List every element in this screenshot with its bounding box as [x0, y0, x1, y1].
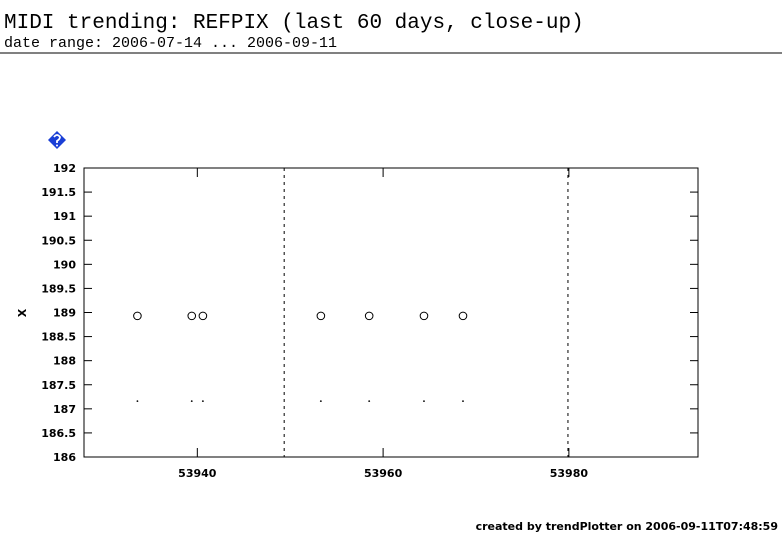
point	[136, 400, 139, 403]
y-tick-label: 189.5	[41, 282, 76, 295]
x-tick-label: 53940	[178, 467, 217, 480]
footer: created by trendPlotter on 2006-09-11T07…	[476, 520, 778, 533]
point	[368, 400, 371, 403]
plot-frame	[83, 167, 699, 458]
point	[458, 311, 468, 321]
y-tick-label: 188	[53, 355, 76, 368]
y-axis-label: X	[16, 308, 29, 317]
point	[316, 311, 326, 321]
y-tick-label: 192	[53, 162, 76, 175]
y-tick-label: 191	[53, 210, 76, 223]
y-tick-label: 190.5	[41, 234, 76, 247]
help-icon[interactable]	[48, 131, 66, 149]
point	[423, 400, 425, 403]
y-tick-label: 191.5	[41, 186, 76, 199]
point	[187, 311, 197, 321]
y-tick-label: 187	[53, 403, 76, 416]
point	[190, 400, 193, 403]
point	[319, 400, 322, 403]
point	[133, 311, 142, 321]
x-tick-label: 53980	[550, 467, 589, 480]
x-tick-label: 53960	[364, 467, 403, 480]
y-tick-label: 189	[53, 307, 76, 320]
y-tick-label: 190	[53, 258, 76, 271]
point	[198, 311, 208, 321]
y-tick-label: 186	[53, 451, 76, 464]
y-tick-label: 188.5	[41, 331, 76, 344]
point	[462, 400, 464, 403]
title: MIDI trending: REFPIX (last 60 days, clo…	[4, 12, 584, 35]
subtitle: date range: 2006-07-14 ... 2006-09-11	[4, 35, 337, 52]
y-tick-label: 187.5	[41, 379, 76, 392]
point	[364, 311, 374, 321]
point	[201, 400, 204, 403]
point	[419, 311, 429, 321]
y-tick-label: 186.5	[41, 427, 76, 440]
